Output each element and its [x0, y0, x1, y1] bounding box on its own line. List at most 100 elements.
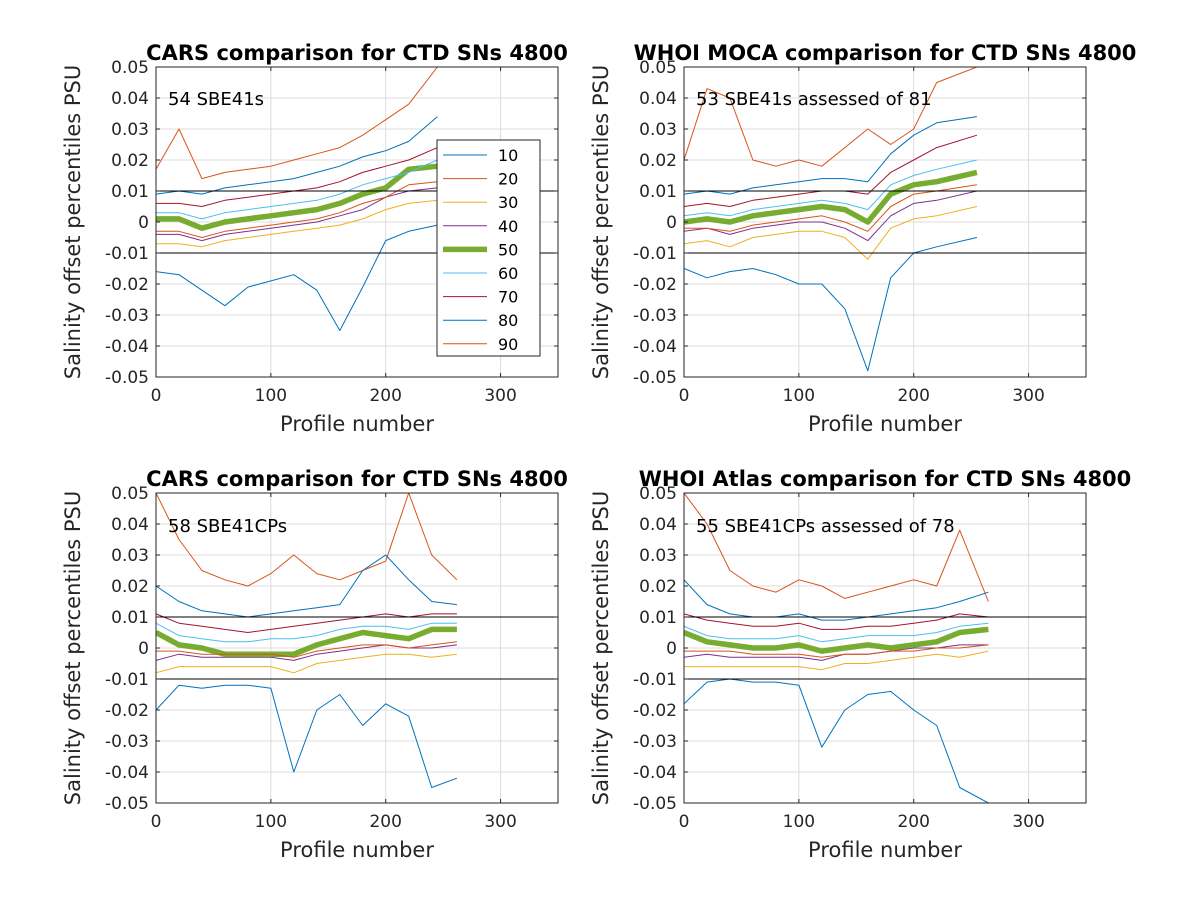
- x-tick-label: 100: [783, 812, 815, 832]
- x-tick-label: 100: [783, 386, 815, 406]
- y-tick-label: 0.02: [639, 151, 677, 171]
- y-tick-label: 0.05: [639, 484, 677, 504]
- series-line-20: [684, 67, 978, 167]
- y-tick-label: 0.05: [111, 484, 149, 504]
- x-tick-label: 200: [897, 812, 929, 832]
- series-line-70: [156, 613, 457, 633]
- series-line-10: [684, 678, 989, 803]
- y-tick-label: -0.01: [105, 244, 149, 264]
- y-tick-label: -0.03: [105, 732, 149, 752]
- x-tick-label: 200: [369, 386, 401, 406]
- x-tick-label: 300: [484, 812, 516, 832]
- x-tick-label: 100: [255, 812, 287, 832]
- series-group: [684, 493, 989, 803]
- x-axis-label: Profile number: [808, 838, 962, 862]
- y-tick-label: 0.04: [111, 89, 149, 109]
- series-line-40: [684, 644, 989, 661]
- series-line-20: [156, 67, 438, 180]
- y-tick-label: 0.01: [639, 608, 677, 628]
- legend-label-60: 60: [498, 264, 518, 283]
- chart-panel-3: 0 100 200 300 -0.05 -0.04 -0.03 -0.02 -0.01 0 0.01…: [61, 467, 568, 862]
- series-line-50: [156, 163, 438, 231]
- chart-title: WHOI Atlas comparison for CTD SNs 4800: [639, 467, 1132, 491]
- y-tick-label: 0.01: [111, 182, 149, 202]
- legend-label-90: 90: [498, 335, 518, 354]
- y-tick-label: 0: [666, 639, 677, 659]
- x-tick-label: 0: [679, 386, 690, 406]
- panel-annotation: 55 SBE41CPs assessed of 78: [696, 516, 955, 537]
- y-tick-label: -0.02: [105, 701, 149, 721]
- series-line-80: [684, 116, 977, 195]
- y-tick-label: 0.03: [639, 120, 677, 140]
- x-tick-label: 200: [897, 386, 929, 406]
- y-tick-label: 0.04: [639, 515, 677, 535]
- panel-annotation: 54 SBE41s: [168, 89, 264, 110]
- y-tick-label: -0.04: [105, 763, 149, 783]
- y-axis-label: Salinity offset percentiles PSU: [589, 491, 613, 805]
- series-line-30: [684, 206, 978, 260]
- legend-label-10: 10: [498, 146, 518, 165]
- y-tick-label: 0.04: [639, 89, 677, 109]
- y-tick-label: 0.05: [111, 58, 149, 78]
- x-tick-label: 0: [151, 386, 162, 406]
- series-line-30: [156, 199, 438, 248]
- x-tick-label: 200: [369, 812, 401, 832]
- y-tick-label: 0.01: [639, 182, 677, 202]
- x-tick-label: 300: [1012, 386, 1044, 406]
- series-line-60: [156, 159, 438, 220]
- x-tick-label: 300: [484, 386, 516, 406]
- legend-label-50: 50: [498, 240, 518, 259]
- panel-annotation: 53 SBE41s assessed of 81: [696, 89, 932, 110]
- y-tick-label: 0: [138, 639, 149, 659]
- x-axis-label: Profile number: [808, 412, 962, 436]
- series-line-30: [684, 650, 989, 671]
- y-tick-label: -0.05: [633, 794, 677, 814]
- y-tick-label: -0.05: [105, 368, 149, 388]
- y-tick-label: 0: [666, 213, 677, 233]
- y-tick-label: -0.01: [105, 670, 149, 690]
- x-tick-label: 300: [1012, 812, 1044, 832]
- legend-label-30: 30: [498, 193, 518, 212]
- x-axis-label: Profile number: [280, 412, 434, 436]
- legend-label-80: 80: [498, 311, 518, 330]
- series-line-20: [684, 493, 989, 602]
- series-line-20: [156, 493, 458, 587]
- y-axis-label: Salinity offset percentiles PSU: [61, 65, 85, 379]
- legend-label-20: 20: [498, 170, 518, 189]
- y-axis-label: Salinity offset percentiles PSU: [589, 65, 613, 379]
- y-tick-label: 0.05: [639, 58, 677, 78]
- x-tick-label: 0: [679, 812, 690, 832]
- series-line-90: [156, 641, 457, 658]
- series-line-10: [156, 224, 438, 331]
- series-line-80: [156, 554, 457, 618]
- y-tick-label: -0.01: [633, 244, 677, 264]
- series-line-90: [684, 644, 989, 658]
- y-tick-label: -0.05: [105, 794, 149, 814]
- series-line-60: [684, 622, 989, 643]
- y-tick-label: 0.03: [111, 546, 149, 566]
- y-tick-label: -0.01: [633, 670, 677, 690]
- y-tick-label: -0.03: [633, 306, 677, 326]
- chart-panel-2: 0 100 200 300 -0.05 -0.04 -0.03 -0.02 -0.01 0 0.01…: [589, 41, 1136, 436]
- chart-title: CARS comparison for CTD SNs 4800: [146, 467, 568, 491]
- y-tick-label: -0.02: [633, 275, 677, 295]
- series-line-60: [684, 159, 978, 217]
- y-axis-label: Salinity offset percentiles PSU: [61, 491, 85, 805]
- series-line-60: [156, 622, 457, 643]
- y-tick-label: 0.03: [639, 546, 677, 566]
- legend: 10 20 30 40 50 60 70 80 90: [436, 139, 541, 357]
- y-tick-label: -0.03: [633, 732, 677, 752]
- y-tick-label: 0.02: [639, 577, 677, 597]
- x-axis-label: Profile number: [280, 838, 434, 862]
- series-line-50: [684, 626, 989, 654]
- y-tick-label: 0.03: [111, 120, 149, 140]
- y-tick-label: -0.02: [105, 275, 149, 295]
- y-tick-label: -0.05: [633, 368, 677, 388]
- legend-label-40: 40: [498, 217, 518, 236]
- x-tick-label: 0: [151, 812, 162, 832]
- series-line-10: [156, 684, 458, 788]
- series-group: [156, 493, 458, 788]
- x-tick-label: 100: [255, 386, 287, 406]
- series-line-80: [156, 116, 438, 195]
